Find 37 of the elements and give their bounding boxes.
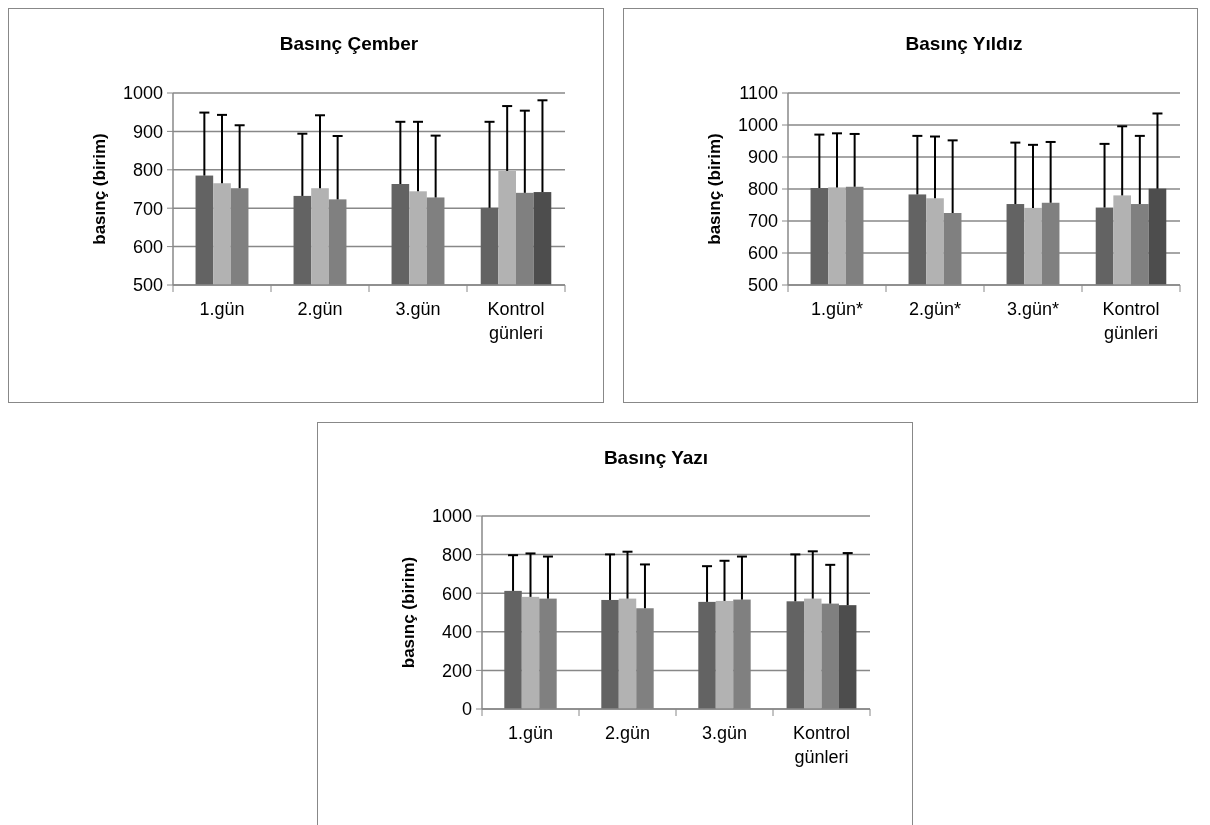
x-tick-label: 1.gün xyxy=(199,299,245,319)
y-tick-label: 1000 xyxy=(431,506,472,527)
y-tick-label: 600 xyxy=(132,236,163,257)
x-tick-label: 1.gün* xyxy=(810,299,864,319)
y-tick-label: 1000 xyxy=(737,115,778,136)
y-tick-label: 700 xyxy=(132,198,163,219)
y-axis-title: basınç (birim) xyxy=(705,133,724,245)
y-tick-label: 1100 xyxy=(739,83,778,104)
x-tick-label: 3.gün xyxy=(395,299,441,319)
x-tick-label: 3.gün* xyxy=(1006,299,1060,319)
x-tick-label: 2.gün xyxy=(604,723,651,743)
chart-title: Basınç Yazı xyxy=(603,447,709,468)
x-tick-label: 2.gün xyxy=(297,299,343,319)
chart-title: Basınç Çember xyxy=(279,33,419,54)
chart-title: Basınç Yıldız xyxy=(905,33,1023,54)
y-tick-label: 400 xyxy=(441,622,472,643)
y-tick-label: 0 xyxy=(461,699,472,720)
y-tick-label: 900 xyxy=(132,121,163,142)
x-tick-label: Kontrol günleri xyxy=(487,299,545,343)
y-tick-label: 200 xyxy=(441,660,472,681)
y-tick-label: 800 xyxy=(441,544,472,565)
y-tick-label: 500 xyxy=(132,275,163,296)
y-tick-label: 800 xyxy=(747,179,778,200)
x-tick-label: 1.gün xyxy=(507,723,554,743)
x-tick-label: Kontrol günleri xyxy=(1102,299,1160,343)
y-axis-title: basınç (birim) xyxy=(90,133,109,245)
x-tick-label: 2.gün* xyxy=(908,299,962,319)
x-tick-label: 3.gün xyxy=(701,723,748,743)
y-tick-label: 500 xyxy=(747,275,778,296)
x-tick-label: Kontrol günleri xyxy=(792,723,851,767)
y-tick-label: 700 xyxy=(747,211,778,232)
y-tick-label: 900 xyxy=(747,147,778,168)
y-tick-label: 600 xyxy=(747,243,778,264)
y-tick-label: 1000 xyxy=(122,83,163,104)
y-tick-label: 800 xyxy=(132,160,163,181)
y-tick-label: 600 xyxy=(441,583,472,604)
y-axis-title: basınç (birim) xyxy=(399,556,418,669)
